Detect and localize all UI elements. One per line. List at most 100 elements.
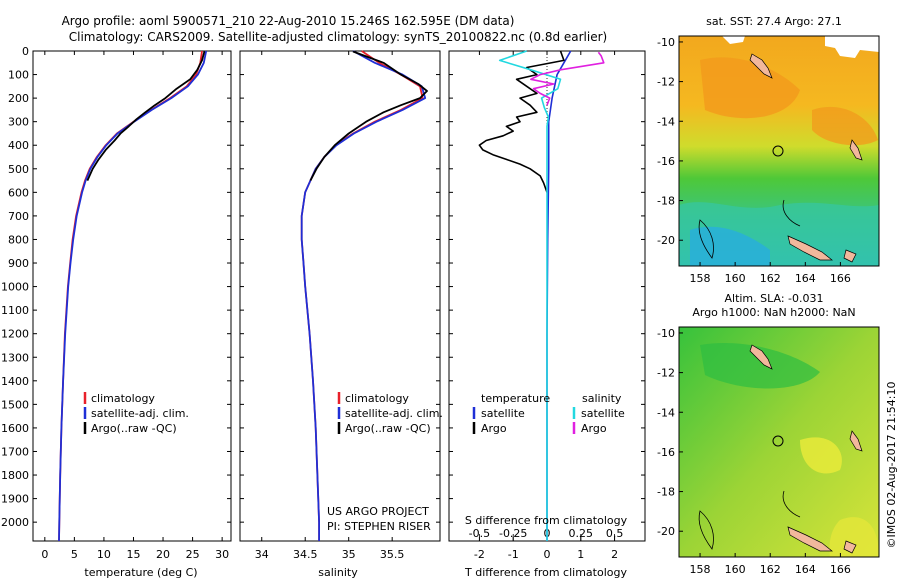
depth-tick-label: 200 (8, 92, 29, 105)
x-tick-label: 34.5 (293, 548, 318, 561)
map-y-tick-label: -20 (657, 234, 675, 247)
argo-float-marker (772, 145, 784, 157)
temperature-panel-frame (32, 50, 232, 542)
sla-high-patch (829, 517, 879, 557)
map-x-tick-label: 160 (725, 563, 746, 576)
sst-land-loyalty (843, 249, 857, 263)
map-y-tick-label: -20 (657, 525, 675, 538)
depth-tick-label: 2000 (1, 516, 29, 529)
depth-tick-label: 500 (8, 163, 29, 176)
map-y-tick-label: -10 (657, 36, 675, 49)
map-x-tick-label: 162 (760, 272, 781, 285)
sst-contour (782, 199, 801, 227)
map-y-tick-label: -18 (657, 195, 675, 208)
map-x-tick-label: 166 (830, 563, 851, 576)
legend-label-argo: Argo(..raw -QC) (345, 422, 431, 435)
salinity-chart: 34 34.5 35 35.5 (240, 50, 440, 561)
depth-tick-label: 1000 (1, 281, 29, 294)
project-credit: US ARGO PROJECT (327, 505, 429, 518)
depth-tick-label: 300 (8, 116, 29, 129)
sla-map-image (679, 327, 879, 557)
depth-tick-label: 0 (22, 45, 29, 58)
map-y-tick-label: -12 (657, 367, 675, 380)
x-tick-label: 25 (186, 548, 200, 561)
depth-tick-label: 1800 (1, 469, 29, 482)
figure-title-line1: Argo profile: aoml 5900571_210 22-Aug-20… (62, 14, 515, 28)
t-difference-axis-label: T difference from climatology (464, 566, 627, 579)
series-line-temperature-argo (478, 50, 565, 193)
x-tick-label: 35.5 (380, 548, 405, 561)
map-x-tick-label: 164 (795, 272, 816, 285)
temperature-chart: 0100200300400500600700800900100011001200… (1, 45, 231, 561)
x-tick-label: -2 (474, 548, 485, 561)
depth-tick-label: 1100 (1, 304, 29, 317)
x-tick-label: 2 (611, 548, 618, 561)
depth-tick-label: 100 (8, 69, 29, 82)
x-tick-label: 10 (97, 548, 111, 561)
sst-cloud-mask (722, 36, 745, 44)
depth-tick-label: 1600 (1, 422, 29, 435)
salinity-axis-label: salinity (318, 566, 358, 579)
sst-map-title: sat. SST: 27.4 Argo: 27.1 (706, 15, 842, 28)
x-tick-label: 0 (544, 548, 551, 561)
series-line-temperature-satellite (546, 50, 572, 541)
series-line-argo-raw-qc (309, 50, 428, 182)
depth-tick-label: 400 (8, 139, 29, 152)
sla-map-title-line1: Altim. SLA: -0.031 (724, 292, 823, 305)
depth-tick-label: 1400 (1, 375, 29, 388)
x-tick-label: 30 (215, 548, 229, 561)
legend-label-t-satellite: satellite (481, 407, 525, 420)
legend-salinity-header: salinity (582, 392, 622, 405)
map-x-tick-label: 158 (690, 563, 711, 576)
temperature-legend: climatology satellite-adj. clim. Argo(..… (83, 392, 189, 435)
imos-credit: ©IMOS 02-Aug-2017 21:54:10 (885, 382, 898, 549)
sst-warm-patch (812, 106, 878, 146)
sla-land-vanuatu (749, 344, 773, 370)
sla-low-patch (700, 343, 820, 389)
figure-title-line2: Climatology: CARS2009. Satellite-adjuste… (69, 30, 607, 44)
sla-map-axes: 158 160 162 164 166 -10 -12 -14 -16 -18 -20 (657, 327, 851, 576)
map-y-tick-label: -18 (657, 486, 675, 499)
sla-contour (782, 490, 801, 518)
depth-tick-label: 700 (8, 210, 29, 223)
difference-legend: temperature satellite Argo salinity sate… (472, 392, 625, 435)
sla-land-new-caledonia (787, 526, 833, 552)
sst-land-vanuatu (749, 53, 773, 79)
sla-map-frame (678, 326, 880, 558)
s-difference-axis-label: S difference from climatology (465, 514, 628, 527)
series-line-satellite-adj-clim (58, 50, 208, 542)
map-y-tick-label: -12 (657, 76, 675, 89)
map-x-tick-label: 166 (830, 272, 851, 285)
depth-tick-label: 600 (8, 186, 29, 199)
argo-float-marker (772, 435, 784, 447)
sst-cloud-mask (825, 36, 879, 58)
map-y-tick-label: -16 (657, 155, 675, 168)
sst-land-island (849, 139, 863, 161)
pi-credit: PI: STEPHEN RISER (327, 520, 431, 533)
sst-land-new-caledonia (787, 235, 833, 261)
x-tick-label: -1 (508, 548, 519, 561)
map-x-tick-label: 162 (760, 563, 781, 576)
depth-tick-label: 800 (8, 233, 29, 246)
x-tick-label: 1 (577, 548, 584, 561)
sst-warm-patch (700, 57, 800, 119)
series-line-salinity-argo (529, 51, 605, 106)
map-x-tick-label: 158 (690, 272, 711, 285)
legend-label-t-argo: Argo (481, 422, 507, 435)
legend-label-climatology: climatology (345, 392, 409, 405)
sla-land-island (849, 430, 863, 452)
x-tick-label: 34 (255, 548, 269, 561)
sst-map-image (679, 36, 879, 266)
map-y-tick-label: -14 (657, 115, 675, 128)
legend-label-s-argo: Argo (581, 422, 607, 435)
secondary-x-tick-label: -0.5 (469, 527, 490, 540)
legend-label-satellite: satellite-adj. clim. (345, 407, 443, 420)
sst-contour (698, 219, 714, 259)
legend-label-argo: Argo(..raw -QC) (91, 422, 177, 435)
sst-cool-patch (690, 226, 770, 266)
secondary-x-tick-label: 0.25 (569, 527, 594, 540)
map-x-tick-label: 164 (795, 563, 816, 576)
x-tick-label: 20 (156, 548, 170, 561)
depth-tick-label: 1700 (1, 445, 29, 458)
depth-tick-label: 1500 (1, 398, 29, 411)
